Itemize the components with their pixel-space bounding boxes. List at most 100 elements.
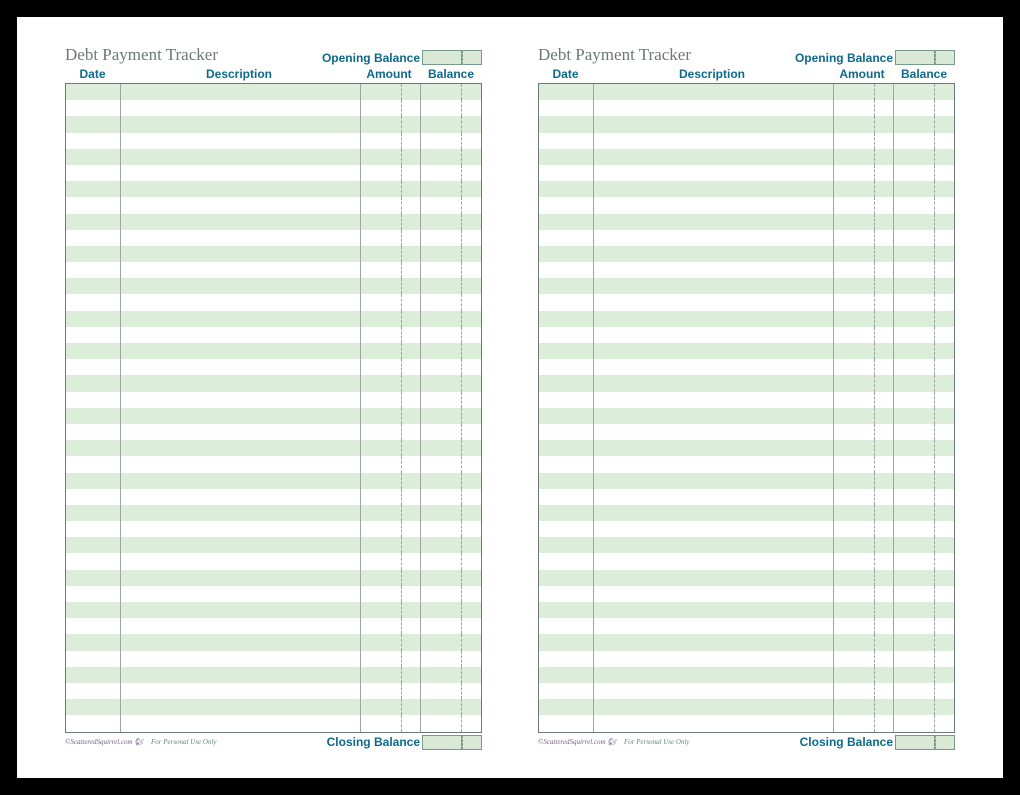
opening-balance-main[interactable] (895, 50, 935, 65)
cell-date[interactable] (66, 715, 121, 731)
cell-date[interactable] (66, 246, 121, 262)
cell-balance-main[interactable] (894, 100, 934, 116)
cell-date[interactable] (66, 553, 121, 569)
ledger-row[interactable] (66, 586, 481, 602)
cell-date[interactable] (539, 181, 594, 197)
cell-description[interactable] (121, 84, 361, 100)
cell-balance-cents[interactable] (934, 84, 954, 100)
cell-balance-cents[interactable] (934, 715, 954, 731)
cell-amount-main[interactable] (361, 715, 401, 731)
cell-balance-cents[interactable] (461, 197, 481, 213)
cell-amount-main[interactable] (834, 456, 874, 472)
opening-balance-main[interactable] (422, 50, 462, 65)
cell-amount-cents[interactable] (874, 602, 894, 618)
cell-balance-main[interactable] (421, 392, 461, 408)
cell-description[interactable] (594, 359, 834, 375)
cell-date[interactable] (539, 456, 594, 472)
cell-balance-cents[interactable] (461, 570, 481, 586)
ledger-row[interactable] (66, 311, 481, 327)
cell-amount-main[interactable] (361, 359, 401, 375)
cell-description[interactable] (121, 375, 361, 391)
cell-amount-cents[interactable] (874, 278, 894, 294)
cell-amount-cents[interactable] (401, 408, 421, 424)
cell-date[interactable] (539, 586, 594, 602)
cell-amount-cents[interactable] (401, 311, 421, 327)
cell-date[interactable] (66, 294, 121, 310)
cell-balance-main[interactable] (894, 214, 934, 230)
cell-amount-cents[interactable] (401, 634, 421, 650)
cell-balance-main[interactable] (421, 327, 461, 343)
cell-balance-main[interactable] (421, 294, 461, 310)
cell-amount-main[interactable] (361, 327, 401, 343)
cell-balance-main[interactable] (421, 84, 461, 100)
cell-amount-main[interactable] (834, 489, 874, 505)
cell-balance-main[interactable] (894, 149, 934, 165)
cell-amount-cents[interactable] (874, 667, 894, 683)
cell-amount-cents[interactable] (874, 505, 894, 521)
cell-balance-cents[interactable] (934, 586, 954, 602)
cell-balance-cents[interactable] (934, 359, 954, 375)
cell-date[interactable] (539, 424, 594, 440)
cell-balance-cents[interactable] (934, 392, 954, 408)
opening-balance-cents[interactable] (935, 50, 955, 65)
cell-balance-cents[interactable] (461, 359, 481, 375)
ledger-row[interactable] (66, 278, 481, 294)
cell-amount-cents[interactable] (401, 133, 421, 149)
cell-balance-main[interactable] (421, 311, 461, 327)
cell-amount-main[interactable] (361, 246, 401, 262)
cell-description[interactable] (121, 586, 361, 602)
cell-amount-cents[interactable] (874, 553, 894, 569)
ledger-row[interactable] (66, 699, 481, 715)
cell-amount-cents[interactable] (401, 586, 421, 602)
cell-balance-cents[interactable] (934, 618, 954, 634)
cell-balance-cents[interactable] (934, 214, 954, 230)
cell-balance-main[interactable] (421, 181, 461, 197)
cell-balance-cents[interactable] (461, 133, 481, 149)
cell-amount-main[interactable] (361, 634, 401, 650)
cell-description[interactable] (594, 343, 834, 359)
cell-amount-cents[interactable] (874, 359, 894, 375)
ledger-row[interactable] (539, 214, 954, 230)
cell-balance-main[interactable] (894, 667, 934, 683)
cell-balance-cents[interactable] (934, 133, 954, 149)
cell-amount-cents[interactable] (401, 294, 421, 310)
cell-amount-main[interactable] (361, 181, 401, 197)
ledger-row[interactable] (539, 278, 954, 294)
cell-amount-cents[interactable] (874, 149, 894, 165)
cell-date[interactable] (66, 392, 121, 408)
cell-amount-cents[interactable] (874, 715, 894, 731)
ledger-row[interactable] (66, 440, 481, 456)
cell-balance-main[interactable] (894, 586, 934, 602)
cell-amount-cents[interactable] (401, 375, 421, 391)
cell-amount-main[interactable] (361, 262, 401, 278)
cell-balance-cents[interactable] (934, 181, 954, 197)
cell-date[interactable] (539, 715, 594, 731)
ledger-row[interactable] (539, 133, 954, 149)
ledger-row[interactable] (66, 667, 481, 683)
cell-amount-main[interactable] (834, 100, 874, 116)
cell-description[interactable] (121, 294, 361, 310)
cell-amount-cents[interactable] (401, 473, 421, 489)
ledger-row[interactable] (539, 699, 954, 715)
cell-date[interactable] (539, 214, 594, 230)
cell-amount-main[interactable] (361, 149, 401, 165)
cell-description[interactable] (594, 699, 834, 715)
ledger-row[interactable] (539, 230, 954, 246)
cell-amount-main[interactable] (361, 489, 401, 505)
cell-balance-main[interactable] (421, 473, 461, 489)
cell-amount-cents[interactable] (401, 521, 421, 537)
cell-balance-cents[interactable] (461, 521, 481, 537)
cell-amount-main[interactable] (834, 505, 874, 521)
cell-date[interactable] (539, 230, 594, 246)
cell-date[interactable] (539, 149, 594, 165)
cell-balance-main[interactable] (894, 262, 934, 278)
ledger-row[interactable] (66, 116, 481, 132)
cell-amount-main[interactable] (834, 246, 874, 262)
cell-amount-main[interactable] (834, 473, 874, 489)
cell-balance-main[interactable] (421, 408, 461, 424)
cell-balance-main[interactable] (421, 230, 461, 246)
cell-balance-cents[interactable] (461, 553, 481, 569)
cell-balance-cents[interactable] (934, 375, 954, 391)
cell-balance-cents[interactable] (934, 116, 954, 132)
cell-balance-main[interactable] (894, 699, 934, 715)
